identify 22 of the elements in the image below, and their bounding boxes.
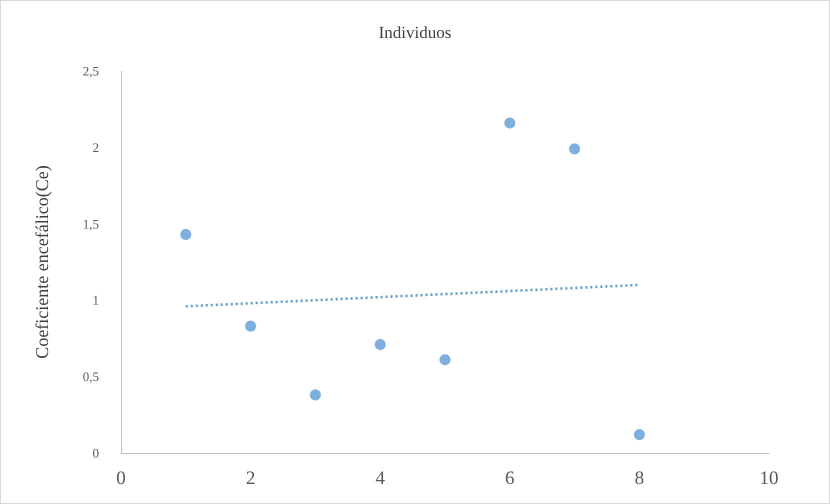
point [634,429,645,440]
point [504,117,516,128]
point [569,143,580,154]
chart-title: Individuos [378,23,452,42]
point [245,320,256,332]
point [310,389,321,400]
y-tick-label: 1 [92,292,99,308]
y-tick-label: 0,5 [82,369,99,384]
y-tick-label: 1,5 [82,216,99,232]
x-tick-label: 10 [760,468,778,489]
point [374,339,386,350]
y-tick-label: 0 [92,446,99,460]
x-tick-label: 8 [634,468,644,489]
x-tick-label: 2 [246,468,256,489]
point [180,229,192,240]
y-tick-label: 2 [92,140,99,155]
x-tick-label: 0 [116,468,126,489]
y-tick-label: 2,5 [82,64,99,78]
y-axis-title: Coeficiente encefálico(Ce) [32,165,52,359]
point [440,354,450,366]
x-tick-label: 4 [375,468,386,489]
x-tick-label: 6 [505,468,515,489]
